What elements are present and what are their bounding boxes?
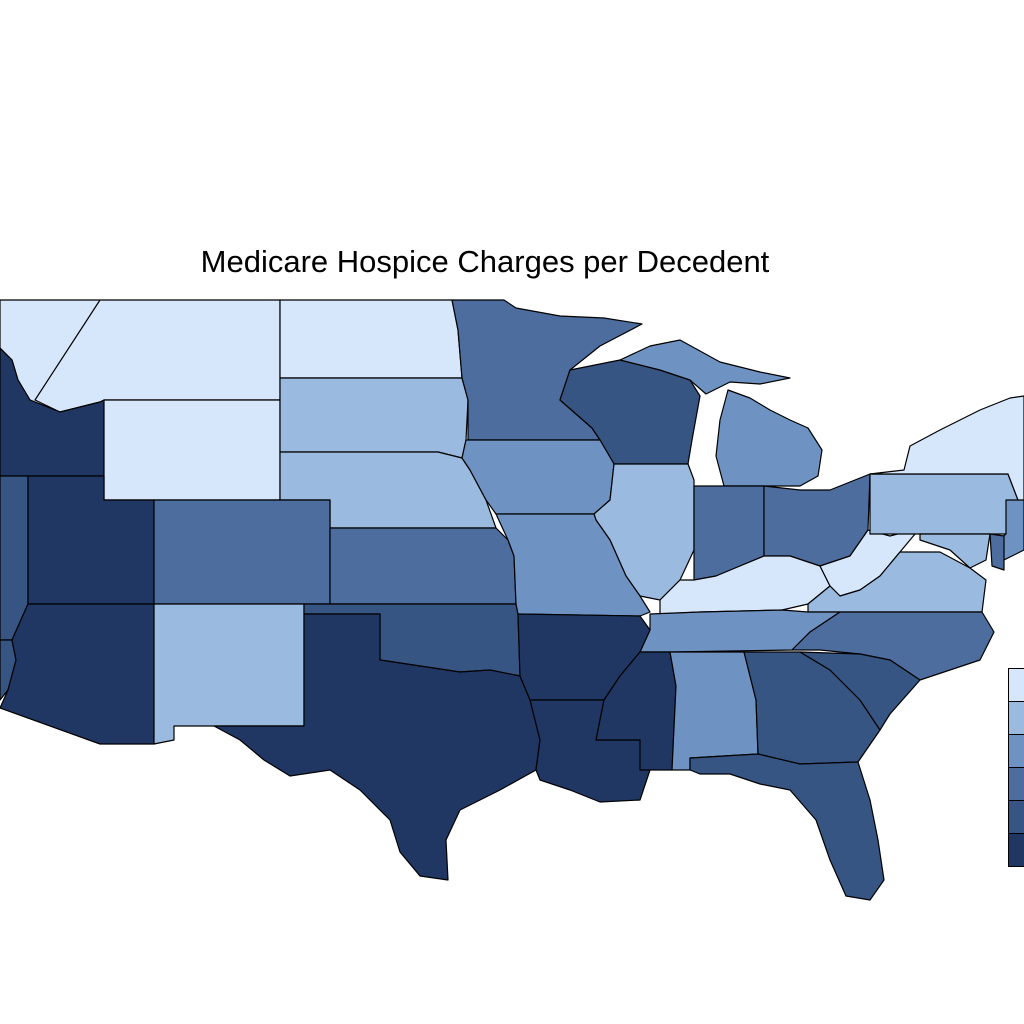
- state-north-dakota: [279, 299, 463, 379]
- state-missouri: [495, 513, 651, 617]
- map-title: Medicare Hospice Charges per Decedent: [200, 244, 770, 279]
- state-colorado: [153, 499, 331, 605]
- legend-swatch-c5: [1008, 800, 1024, 834]
- state-texas: [213, 613, 541, 881]
- state-pennsylvania: [869, 473, 1019, 535]
- state-wyoming: [103, 399, 281, 501]
- legend-swatch-c6: [1008, 833, 1024, 867]
- state-new-mexico: [153, 603, 305, 745]
- state-kansas: [329, 527, 517, 605]
- state-michigan-lower: [715, 389, 823, 487]
- state-michigan-upper: [619, 339, 791, 395]
- state-south-carolina: [799, 651, 921, 731]
- color-legend: [1008, 668, 1024, 867]
- legend-swatch-c2: [1008, 701, 1024, 735]
- state-new-york: [869, 395, 1024, 521]
- state-delaware: [989, 533, 1005, 571]
- state-alabama: [669, 651, 759, 771]
- legend-swatch-c1: [1008, 668, 1024, 702]
- state-south-dakota: [279, 377, 469, 459]
- state-arizona: [0, 603, 155, 745]
- legend-swatch-c3: [1008, 734, 1024, 768]
- state-florida: [689, 753, 885, 901]
- legend-swatch-c4: [1008, 767, 1024, 801]
- state-mississippi: [595, 651, 677, 771]
